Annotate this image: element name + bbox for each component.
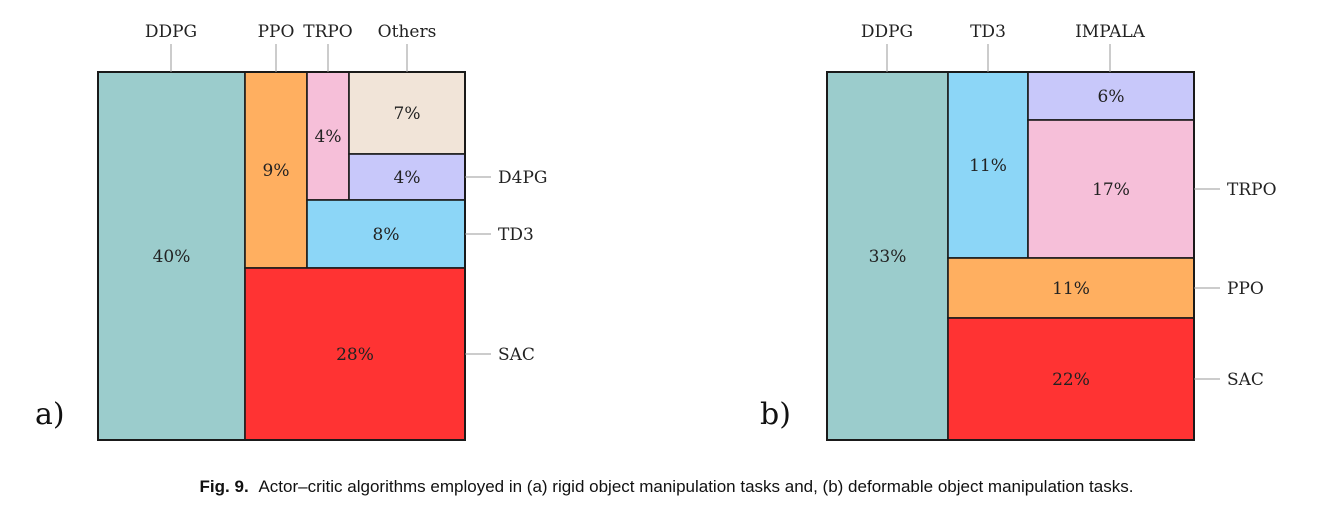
treemap-a: 40% 9% 4% 7% 4% 8% 28% DDPG PPO TRPO Others D4PG TD3… (35, 22, 547, 441)
category-label-b-ppo: PPO (1227, 279, 1264, 299)
cell-b-impala (1027, 71, 1195, 121)
figure-caption: Fig. 9. Actor–critic algorithms employed… (0, 477, 1333, 497)
panel-label-a: a) (35, 397, 65, 432)
category-label-b-impala: IMPALA (1075, 22, 1146, 42)
category-label-a-td3: TD3 (498, 225, 534, 245)
cell-a-ddpg (97, 71, 246, 441)
cell-b-ddpg (826, 71, 949, 441)
category-label-a-ppo: PPO (258, 22, 295, 42)
value-label-a-d4pg: 4% (394, 168, 421, 188)
value-label-b-td3: 11% (969, 156, 1007, 176)
value-label-a-ddpg: 40% (153, 247, 191, 267)
treemap-frame-a (97, 71, 466, 441)
value-label-a-sac: 28% (336, 345, 374, 365)
value-label-b-impala: 6% (1098, 87, 1125, 107)
value-label-b-sac: 22% (1052, 370, 1090, 390)
value-label-a-td3: 8% (373, 225, 400, 245)
category-label-a-sac: SAC (498, 345, 535, 365)
cell-a-td3 (306, 199, 466, 269)
value-label-a-ppo: 9% (263, 161, 290, 181)
treemap-frame-b (826, 71, 1195, 441)
cell-b-sac (947, 317, 1195, 441)
caption-text: Actor–critic algorithms employed in (a) … (258, 477, 1134, 496)
value-label-a-others: 7% (394, 104, 421, 124)
figure: 40% 9% 4% 7% 4% 8% 28% DDPG PPO TRPO Others D4PG TD3… (35, 22, 1277, 441)
category-label-b-sac: SAC (1227, 370, 1264, 390)
caption-label: Fig. 9. (199, 477, 249, 496)
category-label-a-d4pg: D4PG (498, 168, 547, 188)
category-label-a-others: Others (378, 22, 437, 42)
treemap-b: 33% 11% 6% 17% 11% 22% DDPG TD3 IMPALA TRPO PPO SAC… (760, 22, 1277, 441)
panel-label-b: b) (760, 397, 791, 432)
category-label-b-trpo: TRPO (1227, 180, 1277, 200)
value-label-b-ddpg: 33% (869, 247, 907, 267)
category-label-a-trpo: TRPO (303, 22, 353, 42)
category-label-b-ddpg: DDPG (861, 22, 913, 42)
value-label-b-trpo: 17% (1092, 180, 1130, 200)
value-label-b-ppo: 11% (1052, 279, 1090, 299)
cell-b-trpo (1027, 119, 1195, 259)
cell-a-ppo (244, 71, 308, 269)
value-label-a-trpo: 4% (315, 127, 342, 147)
category-label-a-ddpg: DDPG (145, 22, 197, 42)
category-label-b-td3: TD3 (970, 22, 1006, 42)
